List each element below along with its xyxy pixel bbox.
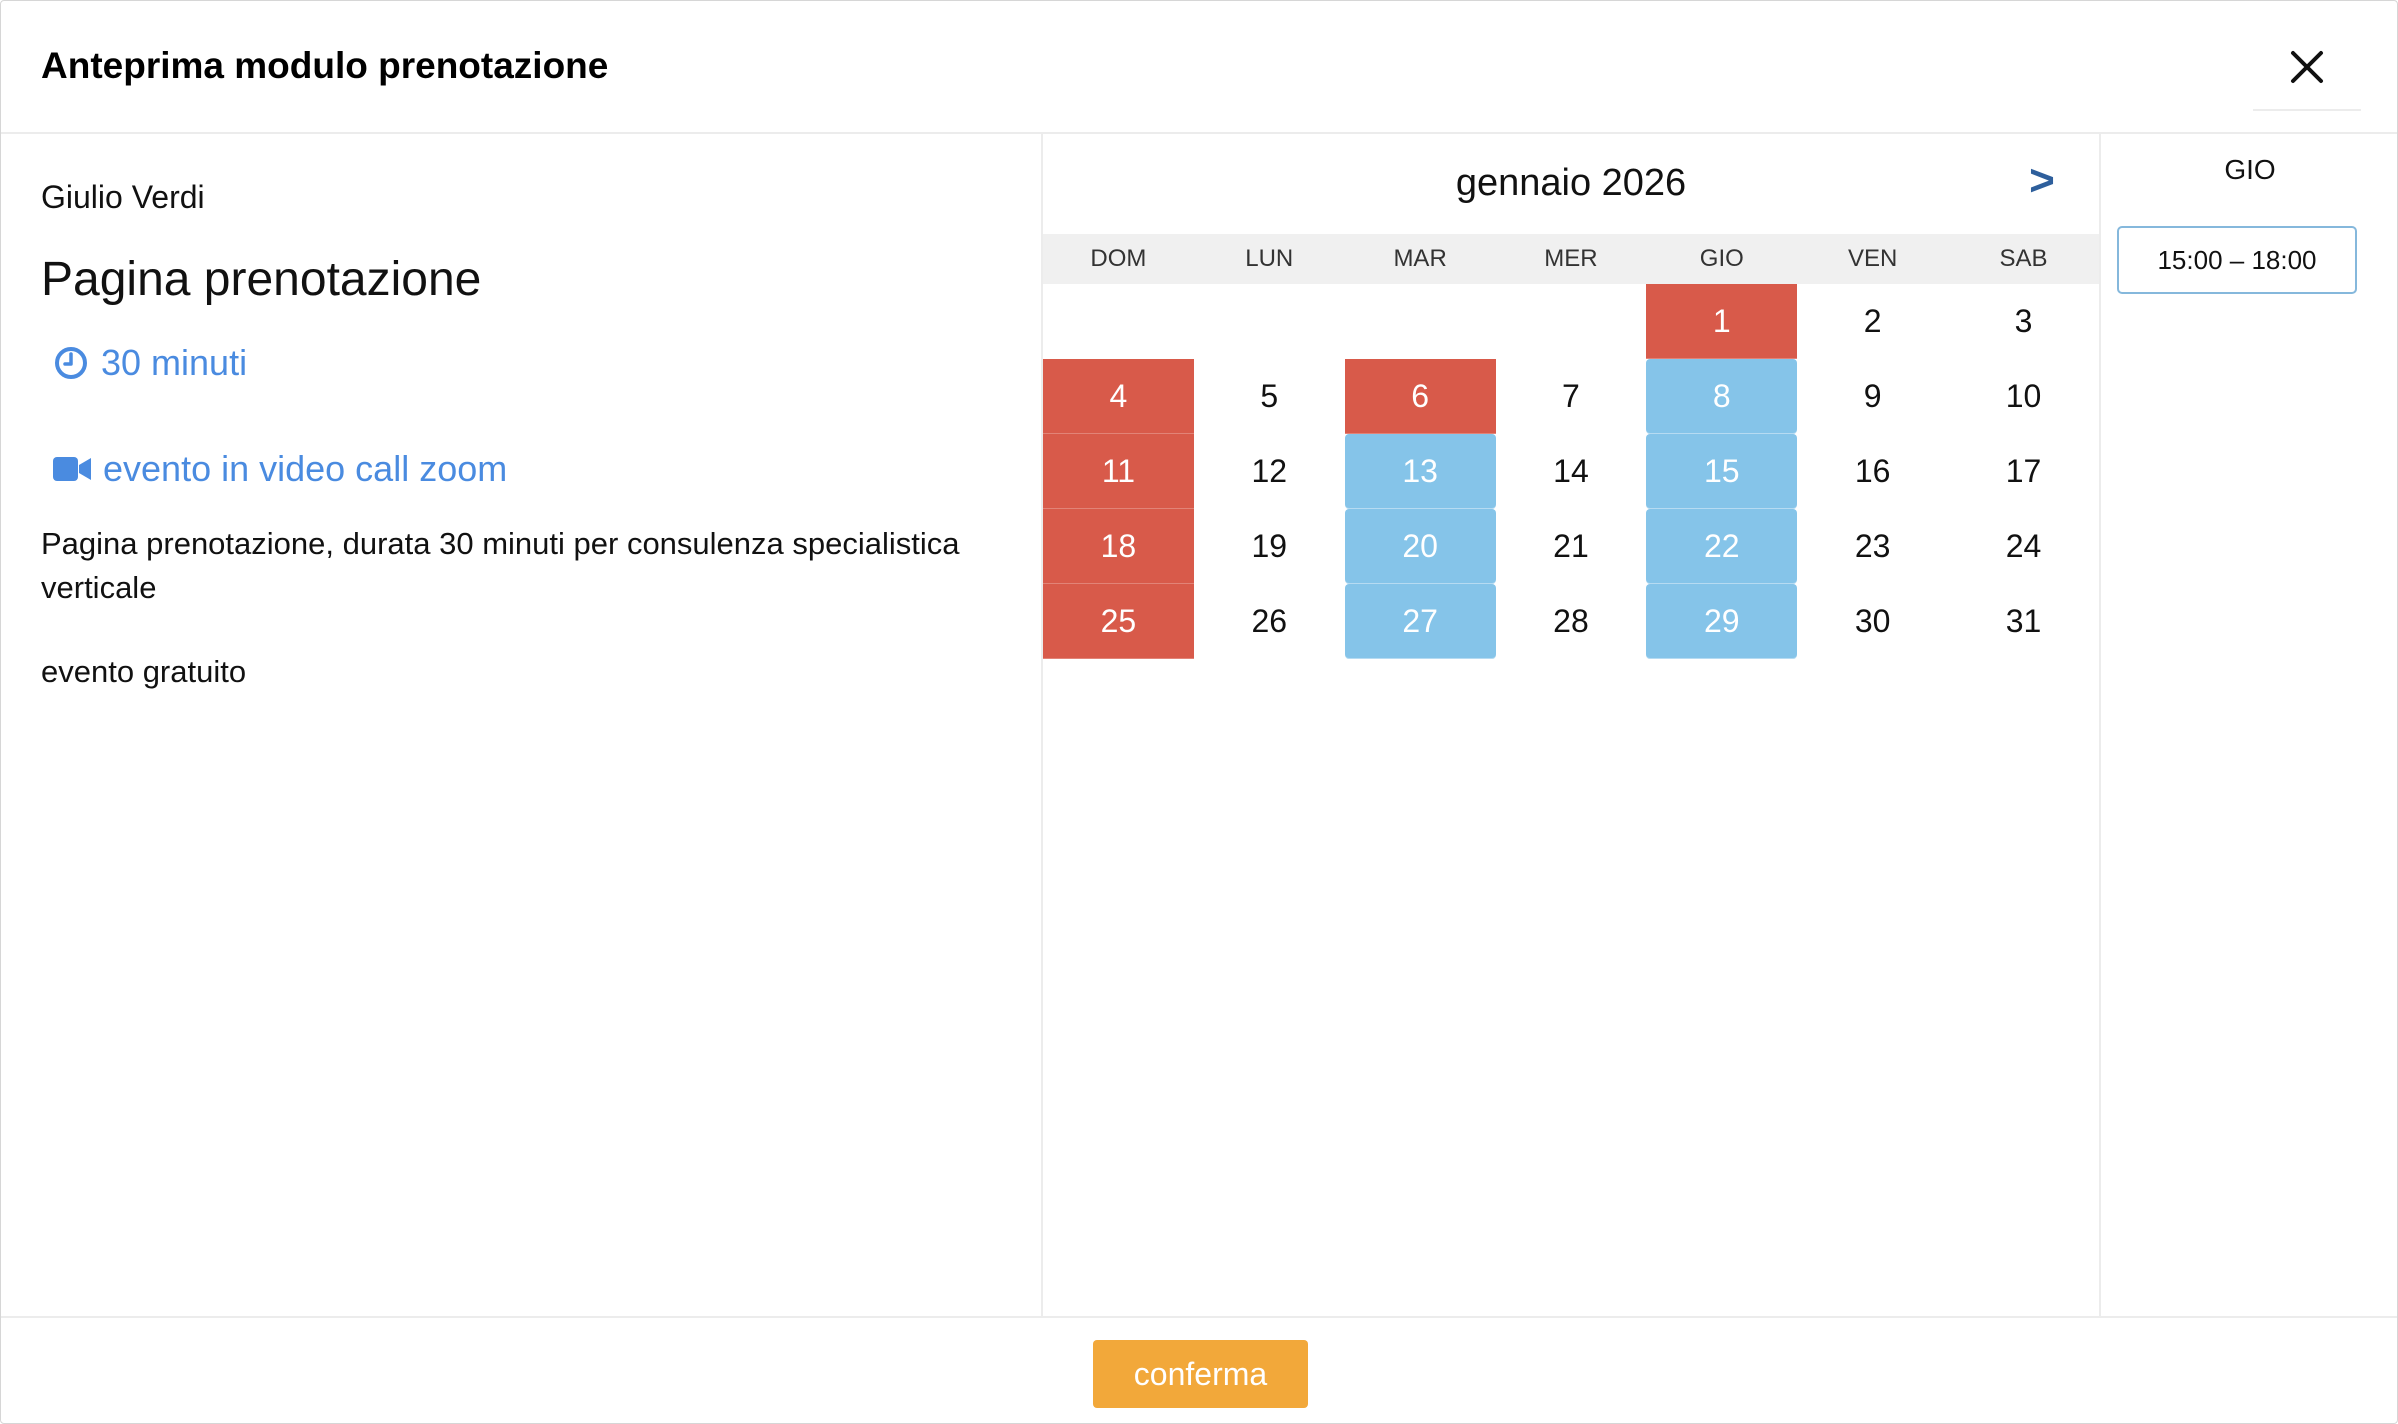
day-cell-7: 7 [1562, 378, 1580, 414]
day-cell-28: 28 [1553, 603, 1589, 639]
day-cell-26: 26 [1251, 603, 1288, 639]
time-slots-panel: GIO 15:00 – 18:00 [2099, 134, 2397, 1316]
day-cell-16: 16 [1854, 453, 1891, 489]
day-cell-21: 21 [1553, 528, 1589, 564]
weekday-label: MAR [1393, 245, 1447, 272]
weekday-header: DOM LUN MAR MER GIO VEN SAB [1043, 234, 2099, 284]
day-cell-11[interactable]: 11 [1043, 434, 1194, 509]
calendar: gennaio 2026 > DOM LUN MAR MER GIO VEN S… [1043, 134, 2099, 1316]
next-month-button[interactable]: > [2029, 156, 2055, 205]
location-info: evento in video call zoom [53, 448, 507, 490]
owner-name: Giulio Verdi [41, 179, 205, 215]
day-cell-23: 23 [1854, 528, 1891, 564]
video-camera-icon [53, 457, 91, 481]
day-cell-4[interactable]: 4 [1043, 359, 1194, 434]
day-cell-3: 3 [2014, 303, 2033, 339]
weekday-label: LUN [1245, 245, 1294, 272]
day-cell-29[interactable]: 29 [1646, 584, 1798, 659]
event-info-panel: Giulio Verdi Pagina prenotazione 30 minu… [1, 134, 1043, 1316]
time-slot-button[interactable]: 15:00 – 18:00 [2117, 226, 2357, 294]
event-price: evento gratuito [41, 654, 247, 689]
duration-label: 30 minuti [101, 342, 248, 383]
weekday-label: GIO [1699, 245, 1744, 272]
day-cell-18[interactable]: 18 [1043, 509, 1194, 584]
duration-info: 30 minuti [53, 342, 247, 384]
event-description: Pagina prenotazione, durata 30 minuti pe… [41, 526, 960, 605]
day-cell-14: 14 [1553, 453, 1589, 489]
day-cell-12: 12 [1251, 453, 1288, 489]
confirm-button[interactable]: conferma [1093, 1340, 1308, 1408]
empty-day-cell [1496, 284, 1647, 359]
day-cell-20[interactable]: 20 [1344, 509, 1496, 584]
modal-footer: conferma [1, 1316, 2397, 1423]
day-cell-27[interactable]: 27 [1344, 584, 1496, 659]
day-cell-19: 19 [1251, 528, 1288, 564]
day-cell-31: 31 [2005, 603, 2042, 639]
selected-day-label: GIO [2224, 154, 2276, 185]
modal-title: Anteprima modulo prenotazione [41, 45, 609, 86]
weekday-label: DOM [1090, 245, 1147, 272]
day-cell-5: 5 [1260, 378, 1279, 414]
day-cell-17: 17 [2005, 453, 2042, 489]
close-icon [2291, 51, 2323, 83]
calendar-month-label: gennaio 2026 [1455, 162, 1687, 204]
page-title: Pagina prenotazione [41, 253, 482, 306]
day-cell-25[interactable]: 25 [1043, 584, 1194, 659]
day-cell-1[interactable]: 1 [1646, 284, 1798, 359]
clock-icon [55, 347, 87, 379]
day-cell-10: 10 [2005, 378, 2042, 414]
day-cell-8[interactable]: 8 [1646, 359, 1798, 434]
day-cell-13[interactable]: 13 [1344, 434, 1496, 509]
day-cell-2: 2 [1863, 303, 1882, 339]
calendar-day-grid: 1 2 3 4 5 6 7 8 9 10 11 12 13 14 15 16 17 18 19 20 21 22 23 24 2… [1043, 284, 2099, 659]
location-label: evento in video call zoom [103, 448, 508, 489]
day-cell-9: 9 [1863, 378, 1882, 414]
day-cell-24: 24 [2005, 528, 2042, 564]
day-cell-22[interactable]: 22 [1646, 509, 1798, 584]
weekday-label: SAB [1999, 245, 2048, 272]
day-cell-15[interactable]: 15 [1646, 434, 1798, 509]
empty-day-cell [1194, 284, 1345, 359]
weekday-label: VEN [1847, 245, 1898, 272]
modal-header: Anteprima modulo prenotazione [1, 1, 2397, 134]
empty-day-cell [1345, 284, 1496, 359]
day-cell-6[interactable]: 6 [1344, 359, 1496, 434]
empty-day-cell [1043, 284, 1194, 359]
weekday-label: MER [1544, 245, 1598, 272]
close-button[interactable] [2253, 25, 2361, 111]
day-cell-30: 30 [1854, 603, 1891, 639]
